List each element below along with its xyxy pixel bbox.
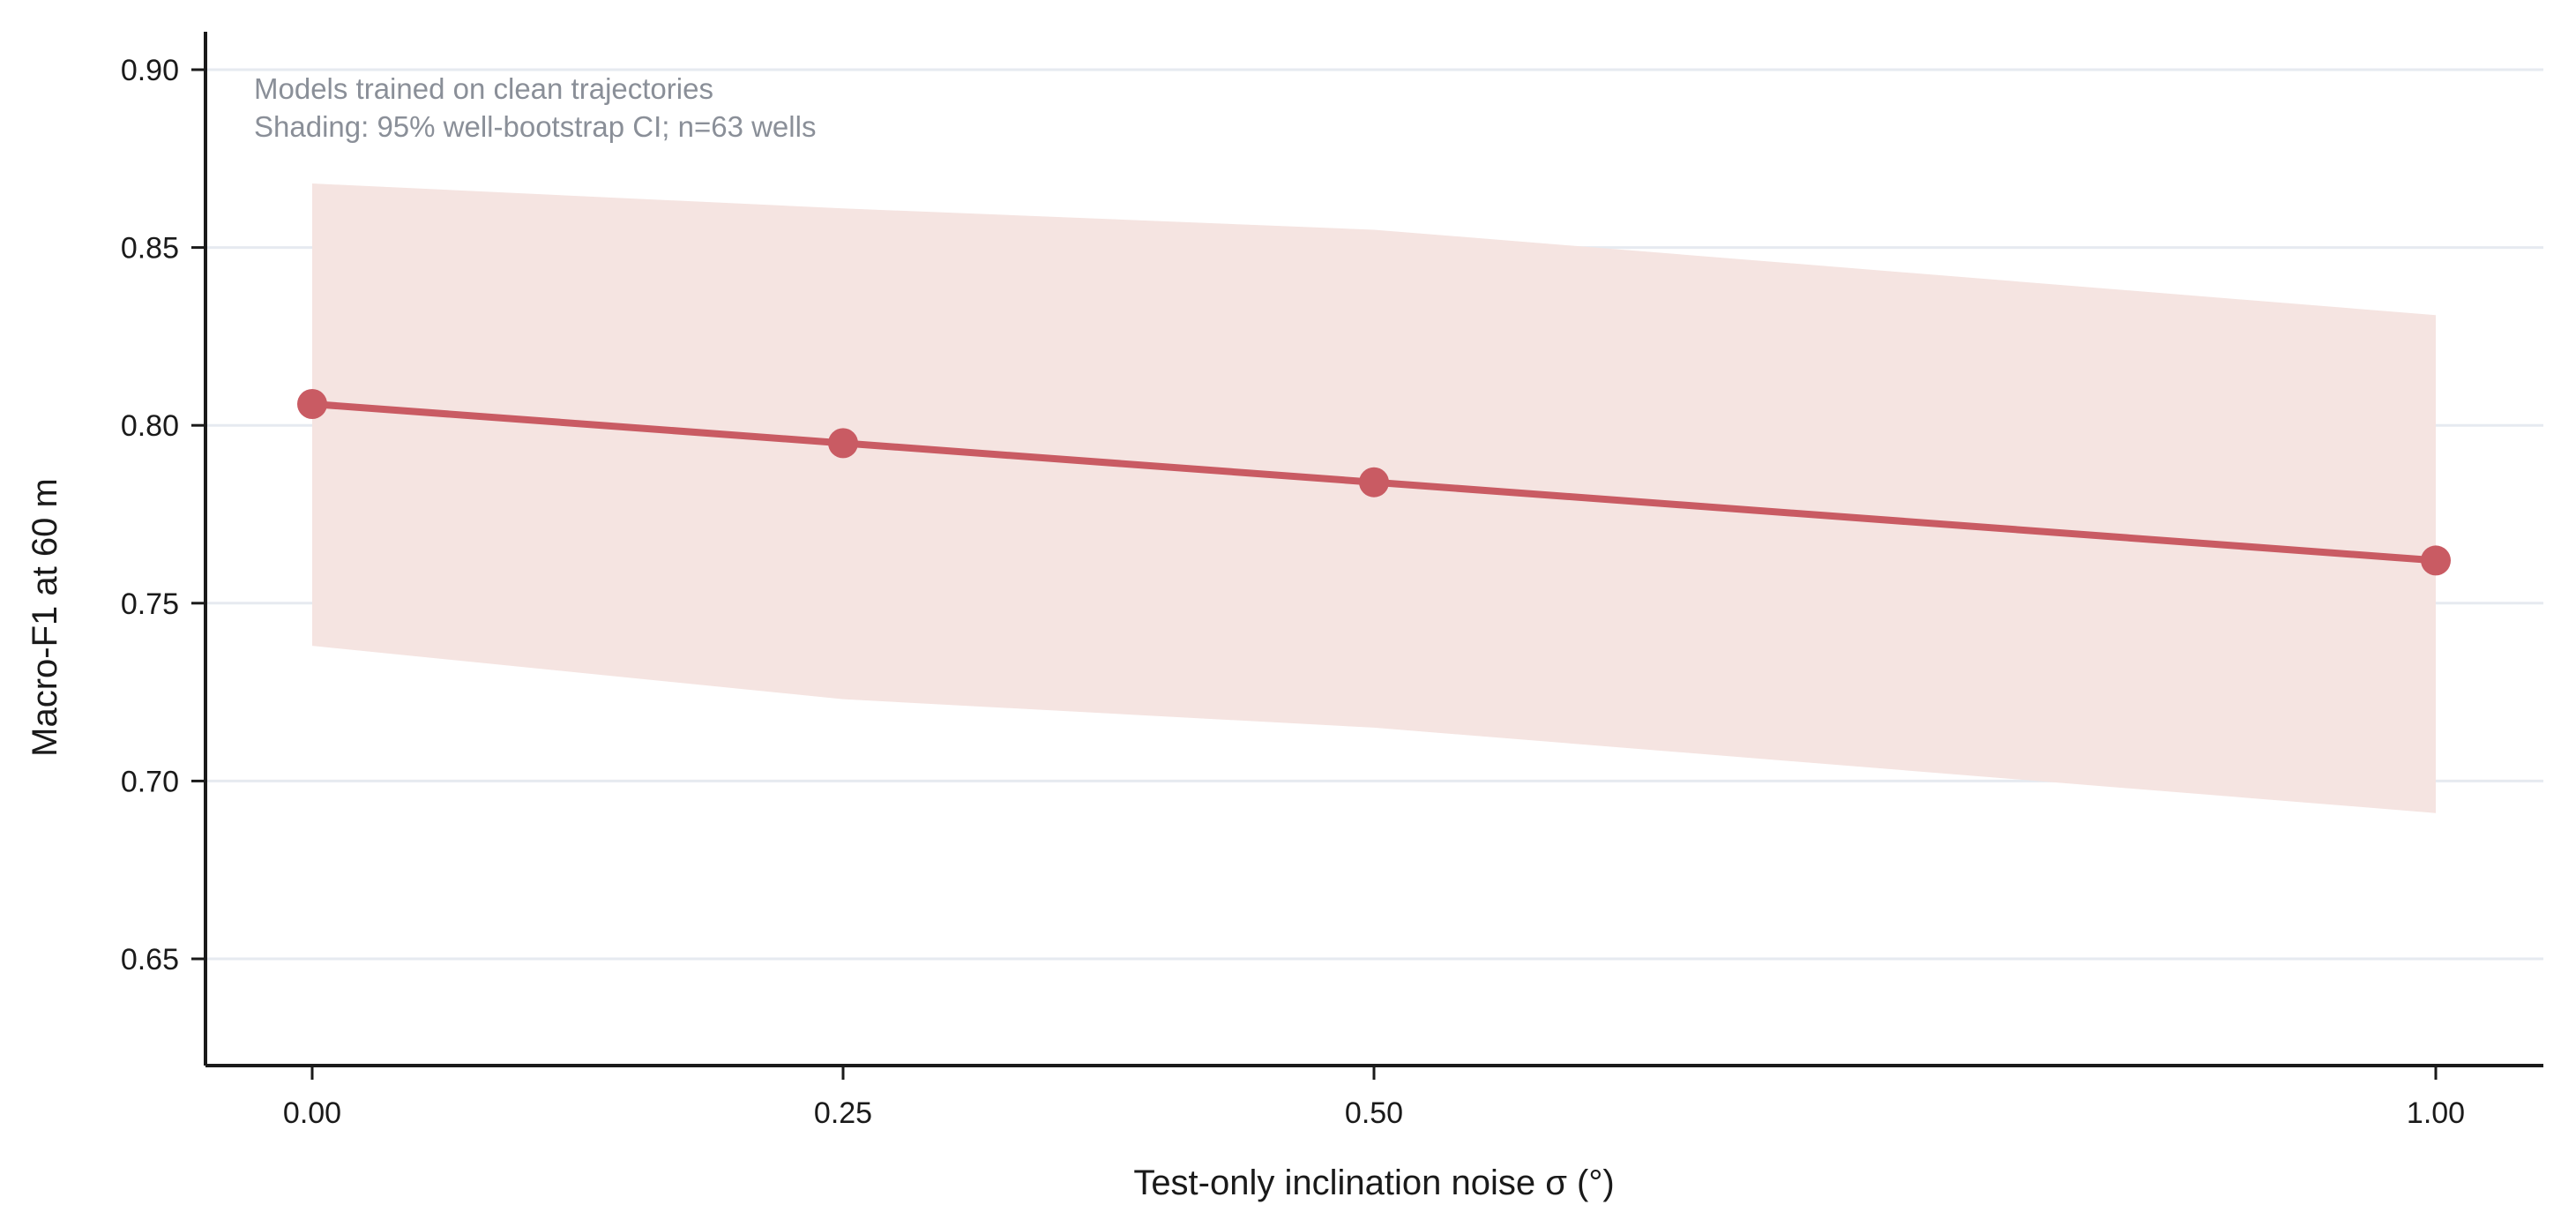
series-line bbox=[309, 400, 2439, 565]
annotation-line-2: Shading: 95% well-bootstrap CI; n=63 wel… bbox=[254, 110, 816, 143]
confidence-band-layer bbox=[312, 183, 2436, 813]
tick-labels: 0.65 0.70 0.75 0.80 0.85 0.90 0.00 0.25 0.50 1.00 bbox=[121, 54, 2465, 1130]
x-tick-label: 0.25 bbox=[814, 1096, 872, 1130]
x-tick-label: 1.00 bbox=[2407, 1096, 2465, 1130]
data-point bbox=[1359, 467, 1389, 498]
y-tick-label: 0.85 bbox=[121, 232, 179, 266]
x-tick-label: 0.50 bbox=[1345, 1096, 1403, 1130]
y-axis-label: Macro-F1 at 60 m bbox=[26, 478, 64, 757]
data-point bbox=[297, 389, 327, 420]
x-tick-label: 0.00 bbox=[283, 1096, 341, 1130]
y-tick-label: 0.90 bbox=[121, 54, 179, 87]
y-tick-label: 0.80 bbox=[121, 409, 179, 443]
series-line-layer bbox=[309, 400, 2439, 565]
axes bbox=[191, 32, 2543, 1080]
data-points bbox=[297, 389, 2451, 576]
confidence-band bbox=[312, 183, 2436, 813]
y-tick-label: 0.70 bbox=[121, 765, 179, 798]
y-tick-label: 0.65 bbox=[121, 943, 179, 976]
data-point bbox=[2421, 545, 2451, 576]
data-point bbox=[828, 428, 858, 459]
x-axis-label: Test-only inclination noise σ (°) bbox=[1133, 1163, 1614, 1202]
annotation-line-1: Models trained on clean trajectories bbox=[254, 72, 713, 105]
y-tick-label: 0.75 bbox=[121, 587, 179, 621]
